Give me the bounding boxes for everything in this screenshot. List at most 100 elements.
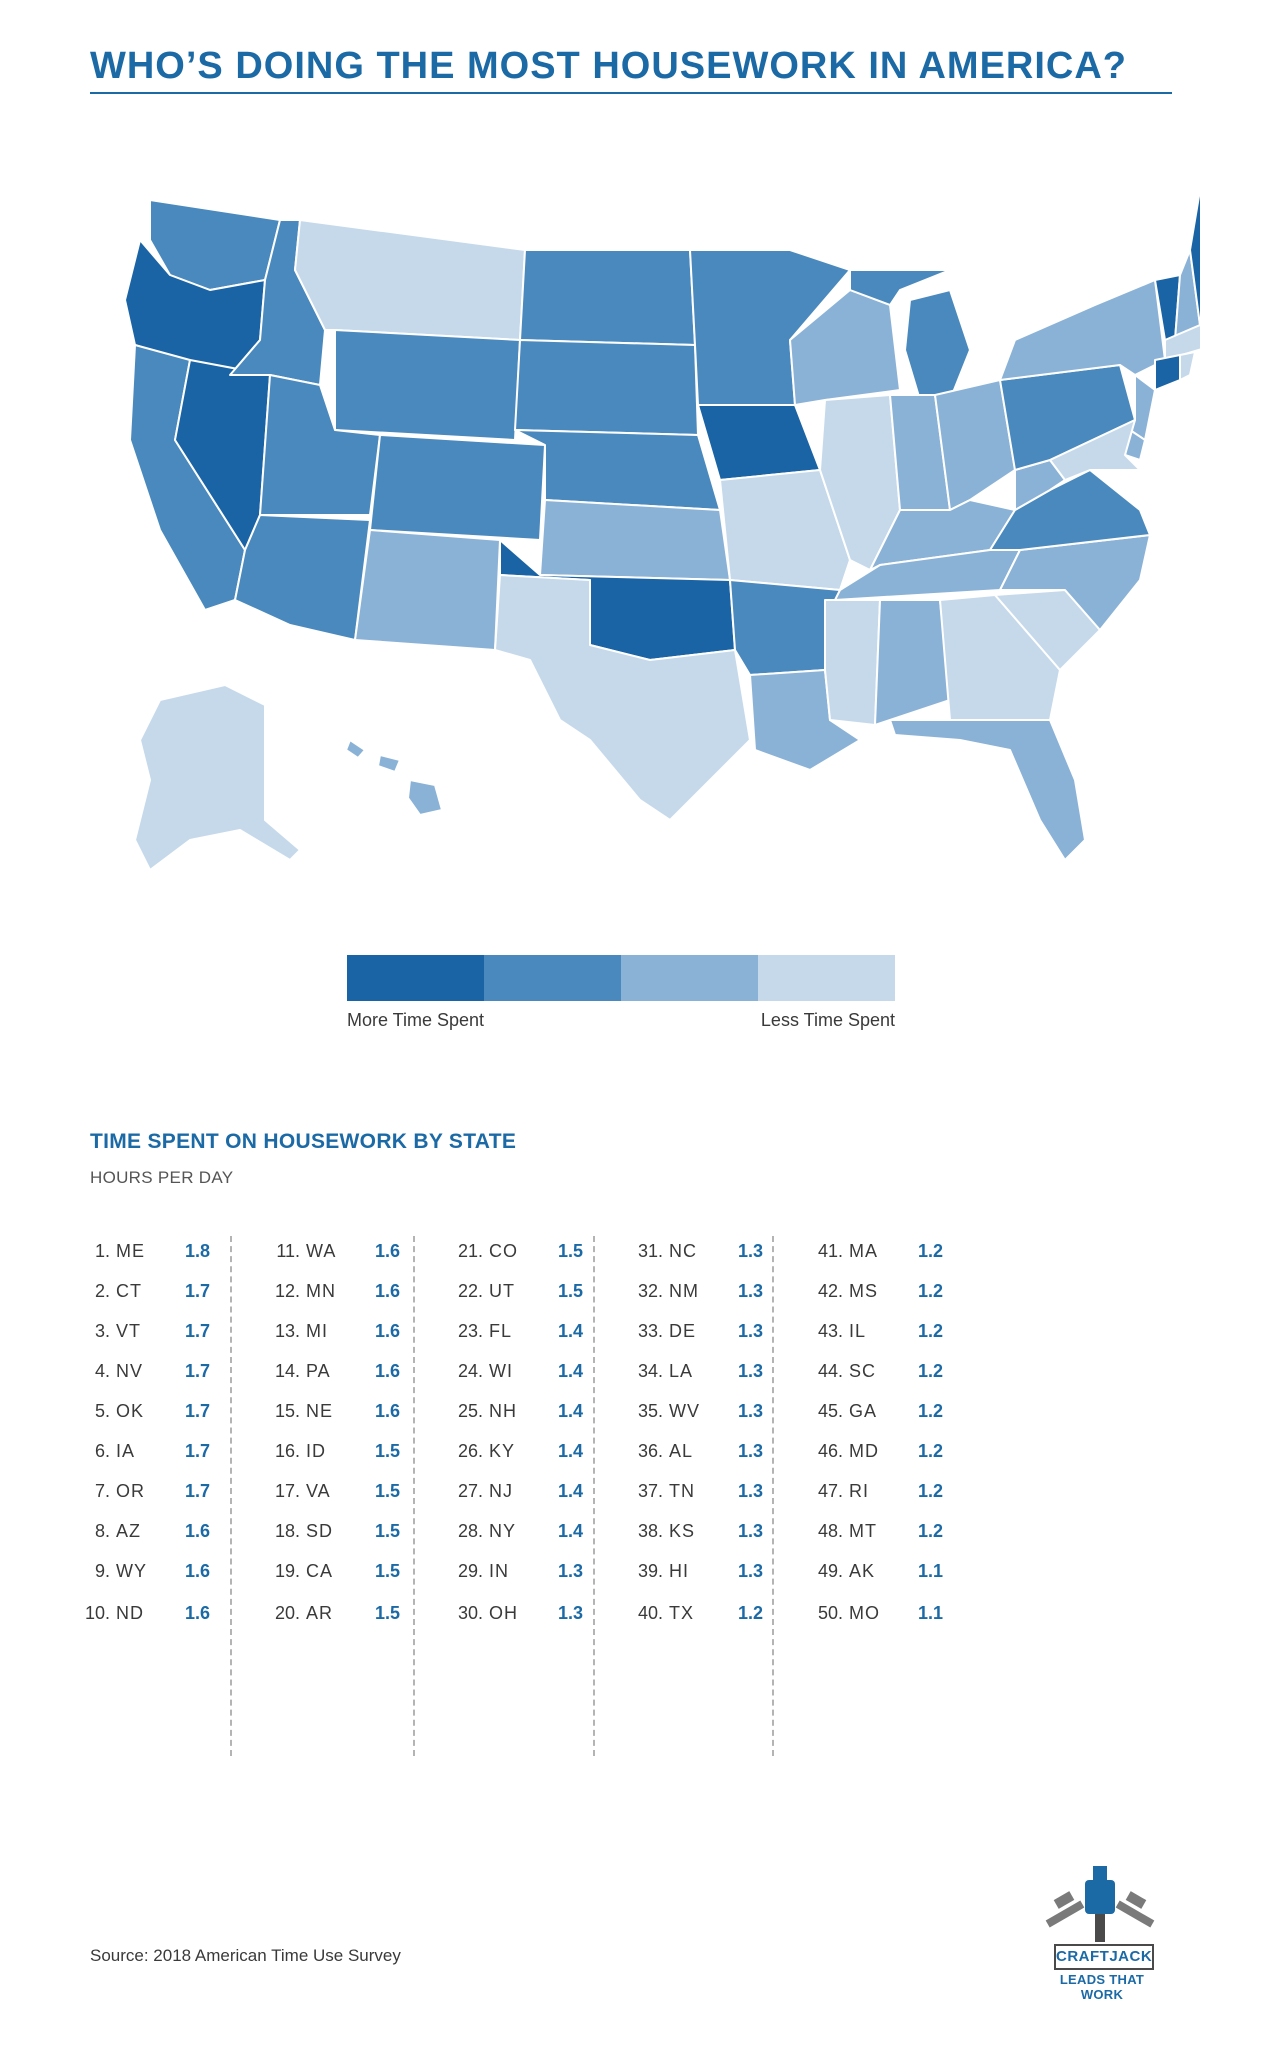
ranking-row: 25. NH 1.4 — [443, 1396, 618, 1426]
ranking-state: IN — [489, 1561, 509, 1581]
ranking-rank: 44. — [817, 1361, 843, 1381]
ranking-state: NM — [669, 1281, 699, 1301]
map-legend — [347, 955, 895, 1001]
ranking-hours: 1.4 — [558, 1321, 584, 1341]
ranking-hours: 1.7 — [185, 1361, 211, 1381]
ranking-rank: 46. — [817, 1441, 843, 1461]
state-ND — [519, 249, 696, 346]
ranking-state: MD — [849, 1441, 879, 1461]
ranking-state: KY — [489, 1441, 516, 1461]
ranking-state: AZ — [116, 1521, 142, 1541]
ranking-hours: 1.1 — [918, 1561, 944, 1581]
state-KS — [539, 499, 731, 581]
column-divider — [772, 1236, 774, 1756]
ranking-rank: 32. — [637, 1281, 663, 1301]
ranking-row: 18. SD 1.5 — [260, 1516, 435, 1546]
ranking-row: 5. OK 1.7 — [70, 1396, 245, 1426]
ranking-state: NJ — [489, 1481, 513, 1501]
ranking-state: CT — [116, 1281, 142, 1301]
ranking-hours: 1.3 — [738, 1321, 764, 1341]
ranking-hours: 1.3 — [738, 1241, 764, 1261]
ranking-state: MO — [849, 1603, 880, 1623]
ranking-state: LA — [669, 1361, 694, 1381]
ranking-hours: 1.7 — [185, 1441, 211, 1461]
ranking-hours: 1.4 — [558, 1521, 584, 1541]
ranking-hours: 1.4 — [558, 1481, 584, 1501]
ranking-state: KS — [669, 1521, 696, 1541]
ranking-rank: 28. — [457, 1521, 483, 1541]
ranking-row: 26. KY 1.4 — [443, 1436, 618, 1466]
ranking-rank: 41. — [817, 1241, 843, 1261]
ranking-row: 8. AZ 1.6 — [70, 1516, 245, 1546]
ranking-state: NC — [669, 1241, 697, 1261]
ranking-hours: 1.4 — [558, 1441, 584, 1461]
ranking-rank: 12. — [274, 1281, 300, 1301]
ranking-row: 11. WA 1.6 — [260, 1236, 435, 1266]
ranking-state: WY — [116, 1561, 147, 1581]
ranking-state: WI — [489, 1361, 513, 1381]
ranking-state: HI — [669, 1561, 689, 1581]
ranking-rank: 15. — [274, 1401, 300, 1421]
ranking-rank: 27. — [457, 1481, 483, 1501]
ranking-rank: 38. — [637, 1521, 663, 1541]
ranking-state: TN — [669, 1481, 695, 1501]
ranking-rank: 49. — [817, 1561, 843, 1581]
ranking-state: ID — [306, 1441, 326, 1461]
legend-swatch-more — [484, 955, 621, 1001]
ranking-row: 46. MD 1.2 — [803, 1436, 978, 1466]
ranking-state: MA — [849, 1241, 878, 1261]
ranking-hours: 1.1 — [918, 1603, 944, 1623]
ranking-row: 38. KS 1.3 — [623, 1516, 798, 1546]
ranking-row: 9. WY 1.6 — [70, 1556, 245, 1586]
ranking-row: 29. IN 1.3 — [443, 1556, 618, 1586]
ranking-hours: 1.5 — [375, 1603, 401, 1623]
ranking-row: 36. AL 1.3 — [623, 1436, 798, 1466]
ranking-row: 14. PA 1.6 — [260, 1356, 435, 1386]
ranking-state: ND — [116, 1603, 144, 1623]
column-divider — [230, 1236, 232, 1756]
ranking-row: 27. NJ 1.4 — [443, 1476, 618, 1506]
ranking-hours: 1.3 — [738, 1361, 764, 1381]
ranking-rank: 21. — [457, 1241, 483, 1261]
ranking-row: 17. VA 1.5 — [260, 1476, 435, 1506]
ranking-row: 35. WV 1.3 — [623, 1396, 798, 1426]
ranking-hours: 1.6 — [185, 1603, 211, 1623]
ranking-hours: 1.2 — [918, 1481, 944, 1501]
column-divider — [413, 1236, 415, 1756]
ranking-state: VT — [116, 1321, 142, 1341]
ranking-state: ME — [116, 1241, 145, 1261]
ranking-hours: 1.2 — [918, 1361, 944, 1381]
ranking-rank: 39. — [637, 1561, 663, 1581]
ranking-rank: 11. — [276, 1241, 300, 1261]
ranking-row: 32. NM 1.3 — [623, 1276, 798, 1306]
ranking-rank: 47. — [817, 1481, 843, 1501]
ranking-state: OR — [116, 1481, 145, 1501]
ranking-hours: 1.3 — [738, 1561, 764, 1581]
ranking-rank: 9. — [94, 1561, 110, 1581]
ranking-rank: 37. — [637, 1481, 663, 1501]
ranking-row: 37. TN 1.3 — [623, 1476, 798, 1506]
ranking-hours: 1.5 — [558, 1281, 584, 1301]
state-WY — [334, 329, 521, 441]
ranking-state: NE — [306, 1401, 334, 1421]
ranking-state: MT — [849, 1521, 877, 1541]
ranking-row: 50. MO 1.1 — [803, 1598, 978, 1628]
ranking-hours: 1.6 — [375, 1281, 401, 1301]
ranking-hours: 1.2 — [918, 1321, 944, 1341]
ranking-state: NY — [489, 1521, 517, 1541]
ranking-state: IL — [849, 1321, 867, 1341]
ranking-rank: 24. — [457, 1361, 483, 1381]
ranking-row: 49. AK 1.1 — [803, 1556, 978, 1586]
ranking-state: CA — [306, 1561, 334, 1581]
ranking-row: 34. LA 1.3 — [623, 1356, 798, 1386]
ranking-rank: 35. — [637, 1401, 663, 1421]
state-SD — [514, 339, 699, 436]
ranking-row: 40. TX 1.2 — [623, 1598, 798, 1628]
ranking-rank: 22. — [457, 1281, 483, 1301]
ranking-rank: 1. — [94, 1241, 110, 1261]
logo-wordmark: CRAFTJACK — [1054, 1944, 1154, 1970]
legend-more-label: More Time Spent — [347, 1010, 485, 1030]
ranking-rank: 25. — [457, 1401, 483, 1421]
ranking-row: 20. AR 1.5 — [260, 1598, 435, 1628]
ranking-row: 42. MS 1.2 — [803, 1276, 978, 1306]
